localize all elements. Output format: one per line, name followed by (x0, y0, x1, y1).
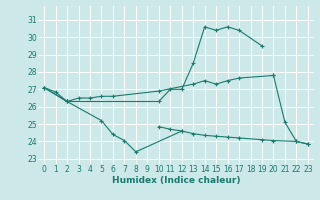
X-axis label: Humidex (Indice chaleur): Humidex (Indice chaleur) (112, 176, 240, 185)
